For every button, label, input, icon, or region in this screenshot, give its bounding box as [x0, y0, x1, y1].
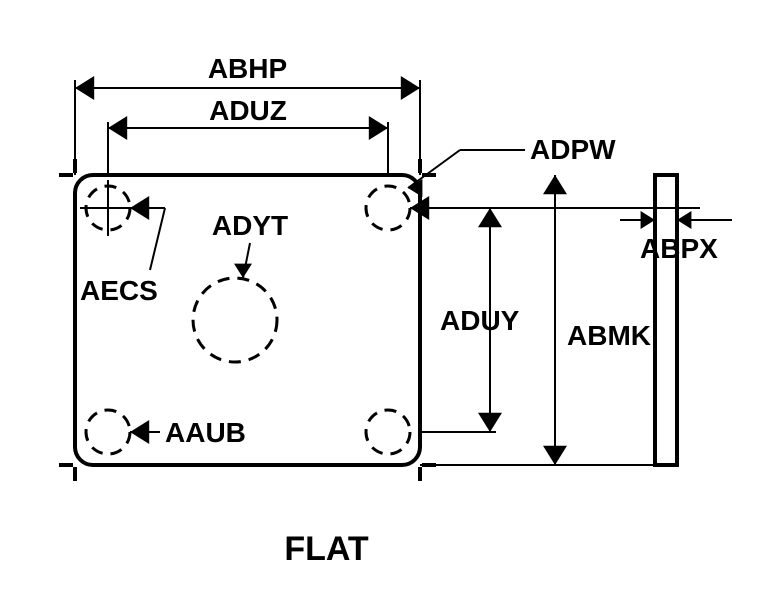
leader-aecs: [150, 208, 165, 270]
label-aduz: ADUZ: [209, 95, 287, 126]
label-aaub: AAUB: [165, 417, 246, 448]
corner-hole: [86, 410, 130, 454]
corner-hole: [366, 186, 410, 230]
side-view: [655, 175, 677, 465]
label-aduy: ADUY: [440, 305, 520, 336]
center-hole: [193, 278, 277, 362]
title: FLAT: [284, 530, 369, 568]
leader-adpw: [408, 150, 460, 188]
label-adyt: ADYT: [212, 210, 288, 241]
label-aecs: AECS: [80, 275, 158, 306]
label-abpx: ABPX: [640, 233, 718, 264]
label-abmk: ABMK: [567, 320, 651, 351]
label-adpw: ADPW: [530, 134, 616, 165]
corner-hole: [366, 410, 410, 454]
label-abhp: ABHP: [208, 53, 287, 84]
